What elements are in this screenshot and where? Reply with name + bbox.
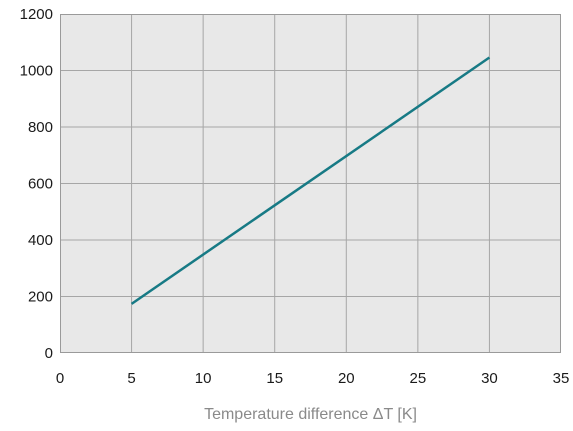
series-line-0 (130, 56, 491, 305)
y-tick-label-400: 400 (28, 232, 53, 249)
y-tick-label-1000: 1000 (20, 63, 53, 80)
x-axis-tick-labels: 0 5 10 15 20 25 30 35 (56, 370, 570, 387)
y-tick-label-1200: 1200 (20, 6, 53, 23)
x-tick-label-35: 35 (553, 370, 570, 387)
x-tick-label-5: 5 (127, 370, 135, 387)
x-tick-label-15: 15 (266, 370, 283, 387)
x-tick-label-20: 20 (338, 370, 355, 387)
series-layer (130, 56, 491, 305)
y-tick-label-800: 800 (28, 119, 53, 136)
x-tick-label-25: 25 (410, 370, 427, 387)
x-tick-label-10: 10 (195, 370, 212, 387)
x-axis-title: Temperature difference ΔT [K] (204, 406, 417, 423)
y-axis-tick-labels: 0 200 400 600 800 1000 1200 (20, 6, 53, 362)
y-tick-label-0: 0 (45, 345, 53, 362)
x-tick-label-0: 0 (56, 370, 64, 387)
y-tick-label-200: 200 (28, 289, 53, 306)
y-tick-label-600: 600 (28, 176, 53, 193)
gridlines (60, 14, 561, 353)
plot-frame (60, 14, 561, 353)
x-tick-label-30: 30 (481, 370, 498, 387)
